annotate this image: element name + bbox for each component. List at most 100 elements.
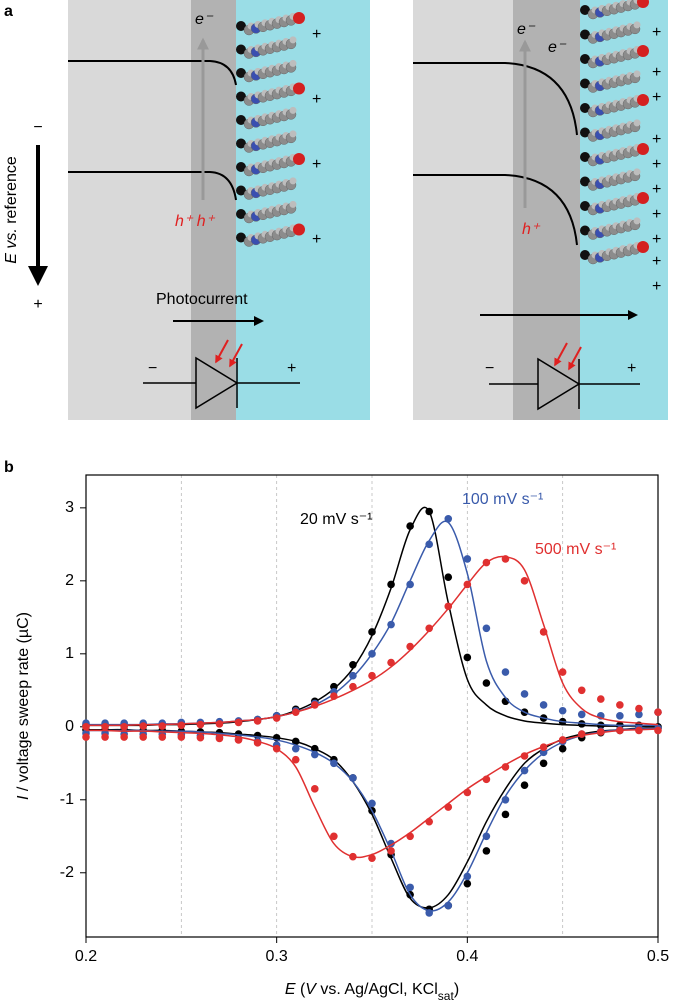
- data-point: [120, 733, 128, 741]
- atom: [580, 78, 590, 89]
- atom: [580, 225, 590, 236]
- data-point: [482, 832, 491, 841]
- label-part: (: [296, 981, 306, 998]
- atom: [637, 94, 649, 106]
- data-point: [520, 752, 529, 760]
- data-point: [215, 720, 224, 728]
- electron: e⁻: [195, 11, 214, 28]
- diode-minus: −: [485, 360, 494, 377]
- charge: +: [652, 253, 661, 270]
- charge: +: [652, 181, 661, 198]
- data-point: [139, 722, 147, 730]
- charge: +: [312, 231, 321, 248]
- atom: [236, 44, 246, 55]
- data-point: [654, 708, 662, 717]
- charge: +: [312, 91, 321, 108]
- plus: +: [33, 296, 42, 313]
- data-point: [120, 723, 128, 731]
- data-point: [272, 714, 281, 722]
- atom: [236, 138, 246, 149]
- diode: [143, 356, 640, 411]
- label-part: sat: [438, 989, 455, 1003]
- data-point: [311, 785, 319, 793]
- data-point: [234, 718, 243, 727]
- data-point: [368, 628, 376, 636]
- atom: [293, 82, 305, 95]
- atom: [580, 152, 590, 162]
- charge: +: [652, 206, 661, 223]
- atom: [289, 130, 297, 138]
- data-point: [520, 577, 529, 585]
- data-point: [539, 628, 548, 636]
- atom: [637, 0, 649, 8]
- panel-label: a: [4, 3, 13, 20]
- data-point: [253, 739, 262, 747]
- data-point: [501, 795, 510, 804]
- atom: [236, 209, 246, 219]
- data-point: [101, 723, 109, 731]
- atom: [580, 176, 590, 187]
- atom: [633, 168, 641, 176]
- data-point: [387, 580, 395, 589]
- charge: +: [652, 131, 661, 148]
- data-point: [444, 901, 453, 910]
- data-point: [482, 624, 491, 633]
- atom: [633, 70, 641, 78]
- data-point: [425, 817, 434, 826]
- data-point: [425, 540, 434, 549]
- panel-label: b: [4, 459, 14, 476]
- data-point: [311, 701, 319, 709]
- atom: [633, 119, 641, 127]
- atom: [633, 21, 641, 29]
- band: [68, 60, 237, 86]
- x-axis-label: E (V vs. Ag/AgCl, KClsat): [285, 981, 459, 1003]
- label-part: E: [3, 253, 20, 264]
- data-point: [635, 704, 643, 713]
- data-point: [215, 734, 224, 743]
- data-point: [406, 832, 414, 841]
- y-axis-label: I / voltage sweep rate (µC): [15, 612, 32, 800]
- data-point: [482, 558, 491, 567]
- data-point: [558, 744, 567, 753]
- atom: [236, 185, 246, 196]
- data-point: [501, 555, 510, 563]
- data-point: [272, 744, 281, 753]
- bulk: [413, 0, 513, 420]
- charge: +: [652, 89, 661, 106]
- data-point: [501, 763, 510, 771]
- label-part: vs.: [3, 228, 20, 253]
- atom: [293, 153, 305, 165]
- diode-plus: +: [627, 360, 636, 377]
- atom: [236, 21, 246, 31]
- charge: +: [652, 231, 661, 248]
- data-point: [616, 712, 624, 720]
- depletion: [191, 0, 236, 420]
- data-point: [616, 726, 624, 735]
- atom: [633, 217, 641, 225]
- atom: [637, 192, 649, 204]
- band: [413, 174, 578, 246]
- data-point: [463, 788, 472, 797]
- atom: [580, 201, 590, 211]
- data-point: [330, 832, 338, 841]
- data-point: [425, 624, 434, 633]
- potential-label: E vs. reference: [3, 156, 20, 264]
- atom: [289, 200, 297, 208]
- label-part: ): [454, 981, 459, 998]
- plot-frame: [85, 474, 659, 938]
- data-point: [482, 775, 491, 784]
- data-point: [635, 726, 643, 735]
- data-point: [463, 580, 472, 589]
- data-point: [291, 755, 300, 764]
- data-point: [520, 690, 529, 698]
- x-tick-label: 0.2: [75, 948, 97, 965]
- label-part: I: [15, 795, 32, 800]
- data-point: [558, 706, 567, 715]
- data-point: [501, 810, 510, 819]
- data-point: [196, 733, 205, 742]
- data-point: [520, 766, 529, 775]
- series-label: 500 mV s⁻¹: [535, 541, 616, 558]
- x-tick-label: 0.4: [456, 948, 478, 965]
- fit-line: [86, 555, 659, 727]
- data-point: [368, 650, 376, 658]
